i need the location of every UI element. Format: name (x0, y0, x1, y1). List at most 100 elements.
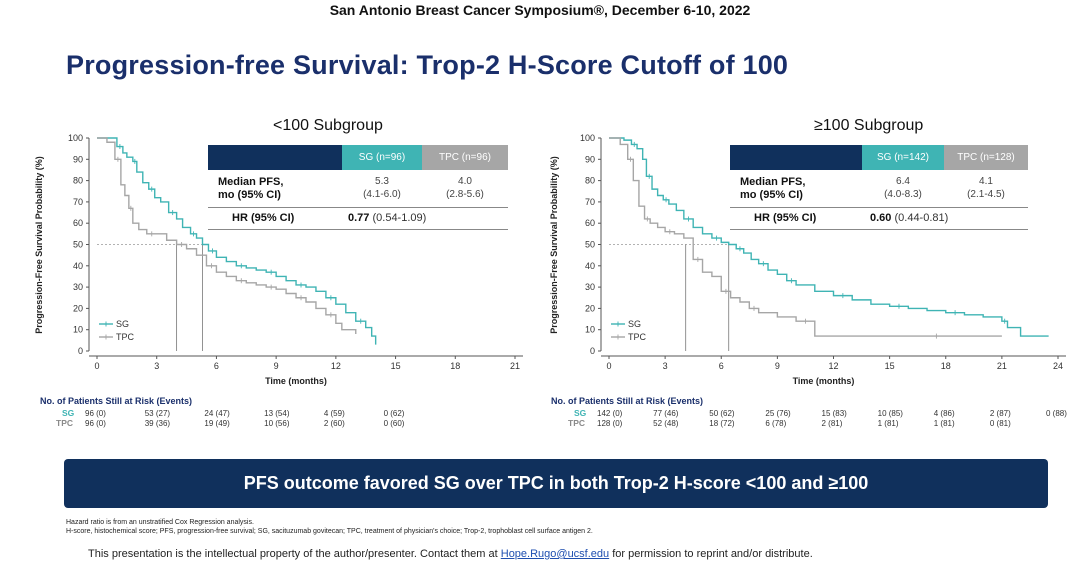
risk-cell-sg: 2 (87) (989, 409, 1011, 418)
risk-cell-tpc: 2 (81) (821, 419, 843, 428)
risk-sg-label: SG (574, 408, 587, 418)
tpc-median-ci: (2.8-5.6) (446, 189, 484, 200)
y-tick-label: 20 (73, 303, 83, 313)
risk-cell-tpc: 19 (49) (204, 419, 230, 428)
table-header-bar (208, 145, 342, 170)
x-tick-label: 3 (663, 361, 668, 371)
x-tick-label: 12 (331, 361, 341, 371)
y-tick-label: 50 (585, 240, 595, 250)
footnote-abbreviations: H-score, histochemical score; PFS, progr… (66, 528, 593, 535)
y-tick-label: 40 (585, 261, 595, 271)
hr-value: 0.60 (870, 212, 892, 224)
risk-tpc-label: TPC (568, 418, 585, 428)
y-tick-label: 70 (73, 197, 83, 207)
legend-label-sg: SG (628, 319, 641, 329)
table-header-bar (730, 145, 862, 170)
conference-header: San Antonio Breast Cancer Symposium®, De… (329, 2, 751, 18)
y-tick-label: 30 (585, 282, 595, 292)
sg-column-header: SG (n=142) (862, 145, 944, 170)
x-tick-label: 18 (941, 361, 951, 371)
hr-ci: (0.44-0.81) (894, 212, 949, 224)
y-tick-label: 0 (590, 346, 595, 356)
contact-email-link[interactable]: Hope.Rugo@ucsf.edu (500, 548, 610, 560)
median-label-1: Median PFS, (218, 176, 284, 188)
y-tick-label: 60 (585, 218, 595, 228)
x-tick-label: 9 (775, 361, 780, 371)
hr-table-ge100: SG (n=142) TPC (n=128) Median PFS, mo (9… (730, 145, 1028, 235)
x-tick-label: 24 (1053, 361, 1063, 371)
risk-cell-tpc: 0 (81) (989, 419, 1011, 428)
risk-table-title-lt100: No. of Patients Still at Risk (Events) (40, 396, 193, 406)
risk-cell-tpc: 128 (0) (597, 419, 623, 428)
x-tick-label: 15 (391, 361, 401, 371)
risk-cell-sg: 0 (62) (383, 409, 405, 418)
risk-cell-tpc: 52 (48) (653, 419, 679, 428)
footnote-hr: Hazard ratio is from an unstratified Cox… (66, 519, 254, 526)
hr-value: 0.77 (348, 212, 370, 224)
y-tick-label: 90 (73, 154, 83, 164)
tpc-median: 4.0 (458, 176, 472, 187)
km-curve-tpc (97, 137, 357, 334)
risk-cell-tpc: 1 (81) (933, 419, 955, 428)
risk-cell-sg: 4 (86) (933, 409, 955, 418)
risk-tpc-label: TPC (56, 418, 73, 428)
x-tick-label: 0 (94, 361, 99, 371)
median-label-1: Median PFS, (740, 176, 806, 188)
y-tick-label: 80 (585, 176, 595, 186)
risk-cell-sg: 10 (85) (877, 409, 903, 418)
table-bottom-line (730, 229, 1028, 230)
risk-cell-tpc: 96 (0) (85, 419, 106, 428)
y-tick-label: 70 (585, 197, 595, 207)
median-label-2: mo (95% CI) (218, 189, 281, 201)
risk-cell-sg: 50 (62) (709, 409, 735, 418)
ip-notice-prefix: This presentation is the intellectual pr… (88, 548, 498, 560)
y-tick-label: 10 (73, 325, 83, 335)
y-tick-label: 80 (73, 176, 83, 186)
tpc-column-header: TPC (n=96) (422, 145, 508, 170)
tpc-median-ci: (2.1-4.5) (967, 189, 1005, 200)
x-tick-label: 9 (274, 361, 279, 371)
ip-notice-suffix: for permission to reprint and/or distrib… (612, 548, 813, 560)
hr-table-lt100: SG (n=96) TPC (n=96) Median PFS, mo (95%… (208, 145, 508, 235)
page-title: Progression-free Survival: Trop-2 H-Scor… (66, 50, 789, 80)
y-axis-label: Progression-Free Survival Probability (%… (549, 156, 559, 334)
legend-label-tpc: TPC (116, 332, 135, 342)
table-divider (208, 207, 508, 208)
y-tick-label: 100 (580, 133, 595, 143)
y-axis-label: Progression-Free Survival Probability (%… (34, 156, 44, 334)
y-tick-label: 90 (585, 154, 595, 164)
median-label-2: mo (95% CI) (740, 189, 803, 201)
x-tick-label: 0 (606, 361, 611, 371)
km-curve-sg (609, 137, 1049, 337)
risk-cell-sg: 25 (76) (765, 409, 791, 418)
hr-value-row: 0.77 (0.54-1.09) (348, 212, 426, 224)
y-tick-label: 0 (78, 346, 83, 356)
sg-median-ci: (4.0-8.3) (884, 189, 922, 200)
sg-median: 5.3 (375, 176, 389, 187)
subgroup-title-lt100: <100 Subgroup (273, 117, 383, 134)
ip-notice: This presentation is the intellectual pr… (88, 548, 813, 560)
risk-cell-sg: 13 (54) (264, 409, 290, 418)
legend-label-tpc: TPC (628, 332, 647, 342)
table-divider (730, 207, 1028, 208)
y-tick-label: 50 (73, 240, 83, 250)
table-bottom-line (208, 229, 508, 230)
risk-cell-sg: 77 (46) (653, 409, 679, 418)
risk-cell-sg: 96 (0) (85, 409, 106, 418)
x-tick-label: 6 (214, 361, 219, 371)
risk-cell-sg: 142 (0) (597, 409, 623, 418)
risk-cell-tpc: 10 (56) (264, 419, 290, 428)
risk-cell-tpc: 2 (60) (323, 419, 345, 428)
y-tick-label: 10 (585, 325, 595, 335)
risk-cell-tpc: 39 (36) (144, 419, 171, 428)
x-tick-label: 15 (885, 361, 895, 371)
risk-table-title-ge100: No. of Patients Still at Risk (Events) (551, 396, 704, 406)
x-axis-label: Time (months) (793, 376, 855, 386)
y-tick-label: 100 (68, 133, 83, 143)
risk-cell-sg: 24 (47) (204, 409, 230, 418)
x-tick-label: 18 (450, 361, 460, 371)
risk-cell-tpc: 0 (60) (383, 419, 405, 428)
tpc-column-header: TPC (n=128) (944, 145, 1028, 170)
sg-median-ci: (4.1-6.0) (363, 189, 401, 200)
risk-cell-sg: 53 (27) (144, 409, 171, 418)
